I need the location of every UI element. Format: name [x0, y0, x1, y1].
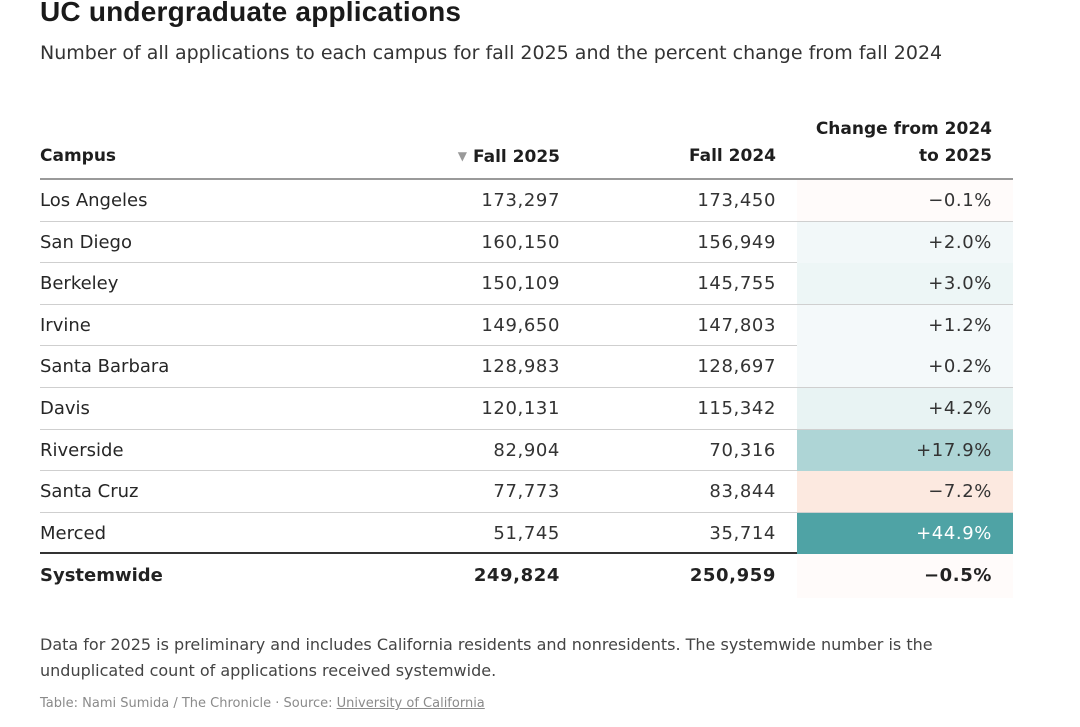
change-cell: +0.2%: [797, 346, 1013, 388]
table-body: Los Angeles 173,297 173,450 −0.1% San Diego 1…: [40, 180, 1013, 555]
campus-cell: San Diego: [40, 231, 132, 253]
systemwide-fall-2025: 249,824: [473, 565, 560, 587]
campus-cell: Los Angeles: [40, 190, 148, 211]
change-cell: +4.2%: [797, 387, 1013, 429]
fall-2024-cell: 128,697: [697, 356, 776, 378]
table-row: Los Angeles 173,297 173,450 −0.1%: [40, 180, 1013, 222]
header-fall-2024[interactable]: Fall 2024: [689, 146, 776, 166]
fall-2025-cell: 150,109: [481, 273, 560, 295]
fall-2024-cell: 156,949: [697, 231, 776, 253]
fall-2024-cell: 35,714: [709, 522, 776, 544]
header-fall-2025-label: Fall 2025: [473, 147, 560, 167]
change-cell: +44.9%: [797, 512, 1013, 554]
chart-title: UC undergraduate applications: [40, 0, 462, 27]
credit-line: Table: Nami Sumida / The Chronicle · Sou…: [40, 696, 485, 711]
sort-descending-icon: ▼: [457, 149, 468, 163]
table-row: Davis 120,131 115,342 +4.2%: [40, 387, 1013, 430]
table-row: Irvine 149,650 147,803 +1.2%: [40, 304, 1013, 347]
fall-2025-cell: 128,983: [481, 356, 560, 378]
fall-2024-cell: 145,755: [697, 273, 776, 295]
table-row: Santa Cruz 77,773 83,844 −7.2%: [40, 471, 1013, 513]
systemwide-change: −0.5%: [797, 554, 1013, 599]
header-campus[interactable]: Campus: [40, 146, 117, 166]
campus-cell: Santa Cruz: [40, 481, 139, 503]
table-row: Merced 51,745 35,714 +44.9%: [40, 512, 1013, 555]
change-cell: +17.9%: [797, 429, 1013, 471]
change-cell: +3.0%: [797, 263, 1013, 305]
table-row: Santa Barbara 128,983 128,697 +0.2%: [40, 346, 1013, 388]
fall-2024-cell: 115,342: [697, 397, 776, 419]
fall-2024-cell: 173,450: [697, 190, 776, 211]
header-fall-2025[interactable]: ▼ Fall 2025: [458, 143, 560, 171]
table-row: San Diego 160,150 156,949 +2.0%: [40, 221, 1013, 264]
change-cell: +2.0%: [797, 221, 1013, 263]
source-link[interactable]: University of California: [336, 696, 485, 711]
change-cell: −7.2%: [797, 471, 1013, 513]
campus-cell: Riverside: [40, 439, 124, 461]
systemwide-row: Systemwide 249,824 250,959 −0.5%: [40, 554, 1013, 599]
footnote: Data for 2025 is preliminary and include…: [40, 635, 933, 680]
fall-2025-cell: 77,773: [493, 481, 560, 503]
campus-cell: Santa Barbara: [40, 356, 170, 378]
table-row: Berkeley 150,109 145,755 +3.0%: [40, 263, 1013, 305]
fall-2025-cell: 82,904: [493, 439, 560, 461]
fall-2025-cell: 51,745: [493, 522, 560, 544]
systemwide-fall-2024: 250,959: [689, 565, 776, 587]
applications-table: Campus ▼ Fall 2025 Fall 2024 Change from …: [40, 108, 1013, 599]
header-change[interactable]: Change from 2024 to 2025: [816, 116, 992, 170]
fall-2024-cell: 147,803: [697, 314, 776, 336]
campus-cell: Davis: [40, 397, 90, 419]
fall-2025-cell: 160,150: [481, 231, 560, 253]
fall-2025-cell: 149,650: [481, 314, 560, 336]
change-cell: +1.2%: [797, 304, 1013, 346]
fall-2025-cell: 173,297: [481, 190, 560, 211]
change-cell: −0.1%: [797, 180, 1013, 221]
campus-cell: Berkeley: [40, 273, 119, 295]
header-change-line1: Change from 2024: [815, 119, 992, 139]
header-change-line2: to 2025: [918, 146, 992, 166]
credit-prefix: Table: Nami Sumida / The Chronicle · Sou…: [40, 696, 337, 711]
fall-2025-cell: 120,131: [481, 397, 560, 419]
table-header: Campus ▼ Fall 2025 Fall 2024 Change from …: [40, 108, 1013, 180]
fall-2024-cell: 83,844: [709, 481, 776, 503]
chart-subtitle: Number of all applications to each campu…: [40, 42, 943, 64]
table-row: Riverside 82,904 70,316 +17.9%: [40, 429, 1013, 472]
campus-cell: Irvine: [40, 314, 91, 336]
campus-cell: Merced: [40, 522, 107, 544]
systemwide-campus: Systemwide: [40, 565, 163, 587]
fall-2024-cell: 70,316: [709, 439, 776, 461]
